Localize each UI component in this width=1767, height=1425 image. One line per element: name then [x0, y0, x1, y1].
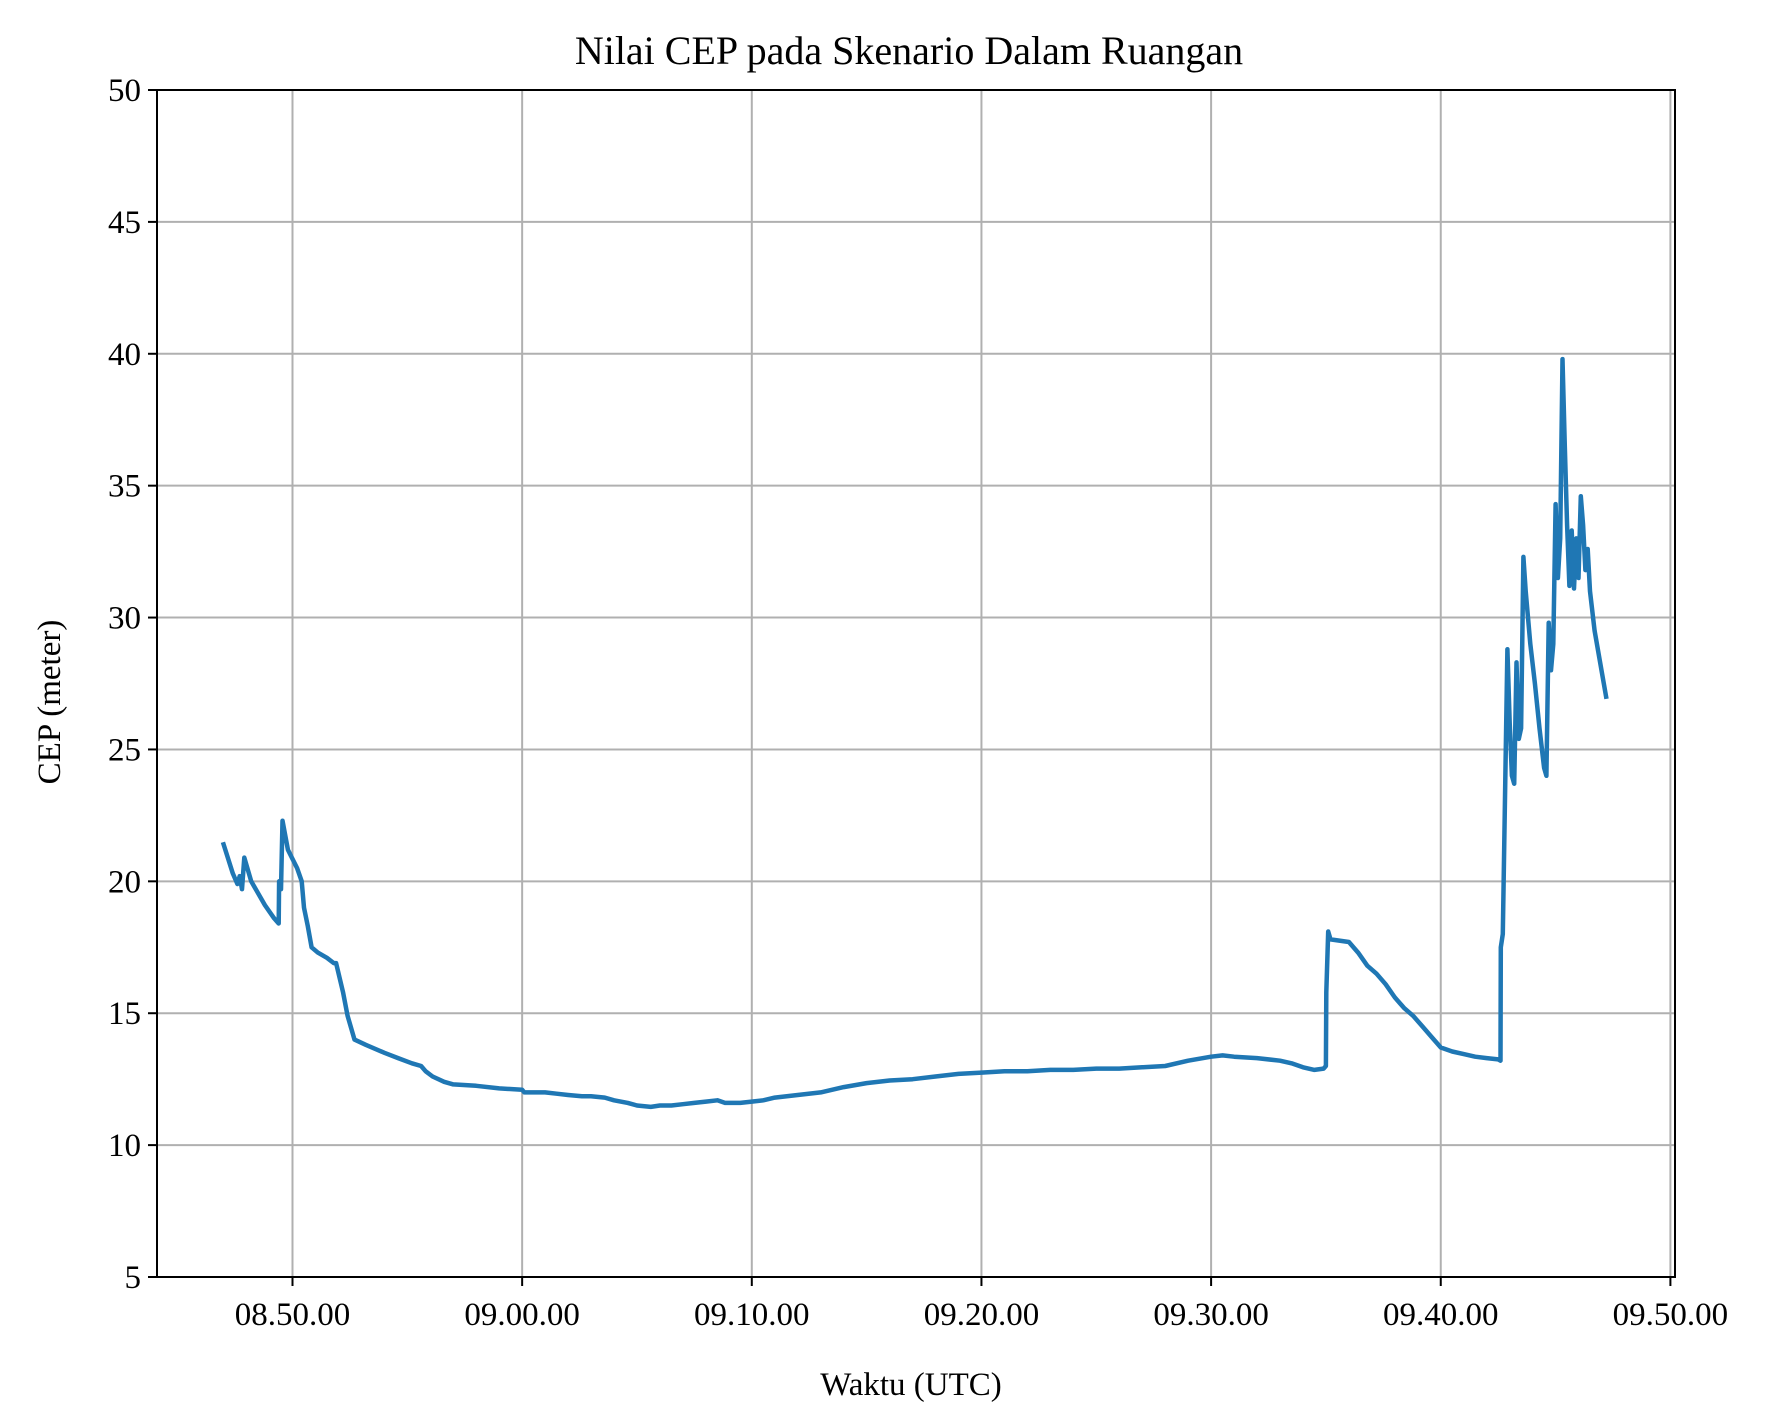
- y-tick-label: 5: [125, 1260, 142, 1296]
- x-tick-label: 09.20.00: [924, 1297, 1040, 1333]
- x-tick-label: 09.00.00: [464, 1297, 580, 1333]
- series-layer: [220, 356, 1609, 1110]
- x-tick-label: 09.40.00: [1383, 1297, 1499, 1333]
- y-tick-label: 50: [108, 73, 141, 109]
- y-tick-label: 40: [108, 337, 141, 373]
- x-axis: 08.50.00 09.00.00 09.10.00 09.20.00 09.30.00…: [235, 1277, 1728, 1333]
- x-tick-label: 09.30.00: [1153, 1297, 1269, 1333]
- plot-frame: [156, 89, 1676, 1278]
- y-tick-label: 30: [108, 601, 141, 637]
- x-tick-label: 08.50.00: [235, 1297, 351, 1333]
- x-tick-label: 09.50.00: [1613, 1297, 1729, 1333]
- y-axis: 5 10 15 20 25 30 35 40 45 50: [108, 73, 157, 1296]
- y-axis-label: CEP (meter): [32, 620, 68, 785]
- x-axis-label: Waktu (UTC): [820, 1367, 1002, 1403]
- y-tick-label: 10: [108, 1128, 141, 1164]
- y-tick-label: 15: [108, 996, 141, 1032]
- series-line: [220, 356, 1609, 1110]
- y-tick-label: 25: [108, 732, 141, 768]
- chart-title: Nilai CEP pada Skenario Dalam Ruangan: [575, 28, 1243, 73]
- y-tick-label: 35: [108, 469, 141, 505]
- x-tick-label: 09.10.00: [694, 1297, 810, 1333]
- y-tick-label: 45: [108, 205, 141, 241]
- y-tick-label: 20: [108, 864, 141, 900]
